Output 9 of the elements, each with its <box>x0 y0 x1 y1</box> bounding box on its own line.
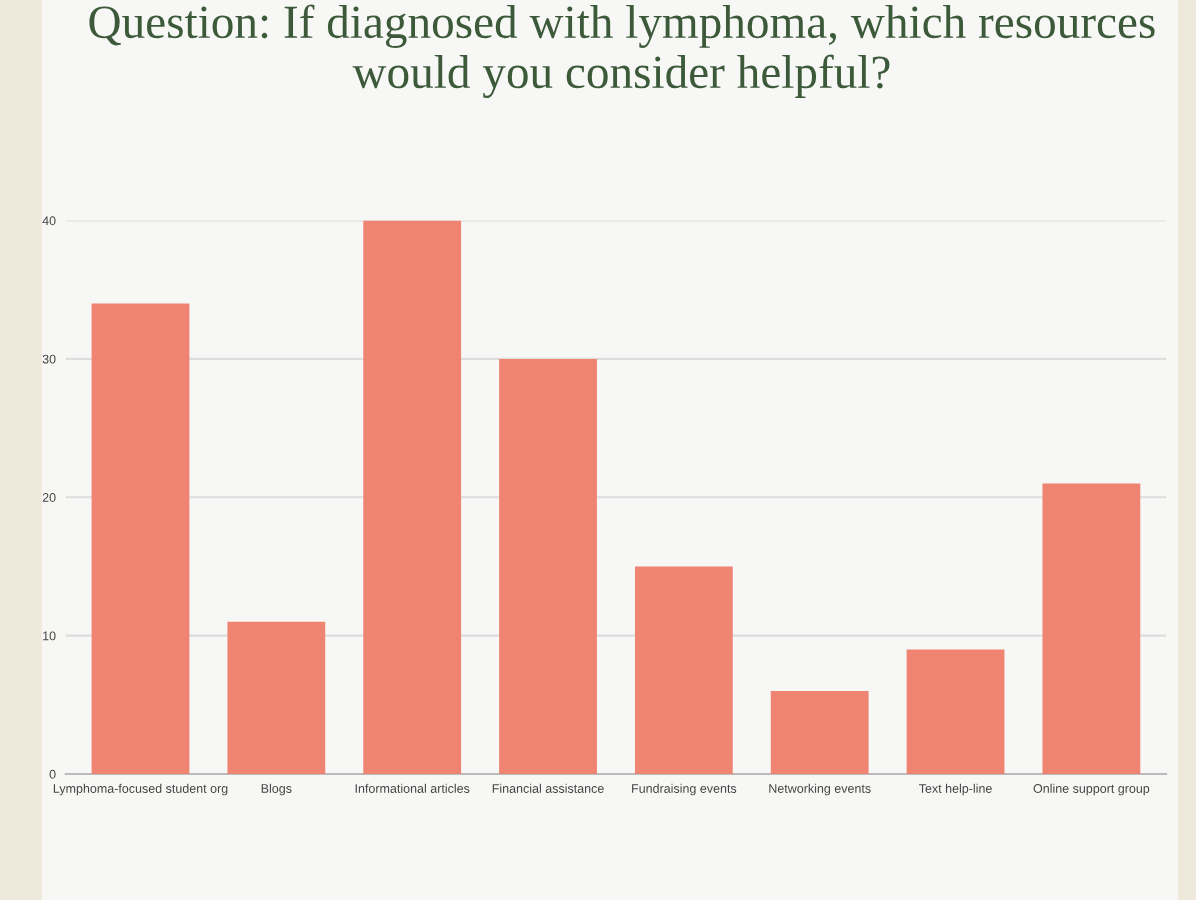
bar <box>499 358 597 774</box>
bar <box>363 220 462 774</box>
bar <box>906 649 1005 774</box>
bar <box>634 566 733 774</box>
bar <box>770 690 869 774</box>
bar <box>91 303 190 774</box>
chart-title: Question: If diagnosed with lymphoma, which resources would you consider helpful? <box>89 4 1155 99</box>
bar <box>227 621 326 774</box>
bar <box>1042 483 1141 774</box>
